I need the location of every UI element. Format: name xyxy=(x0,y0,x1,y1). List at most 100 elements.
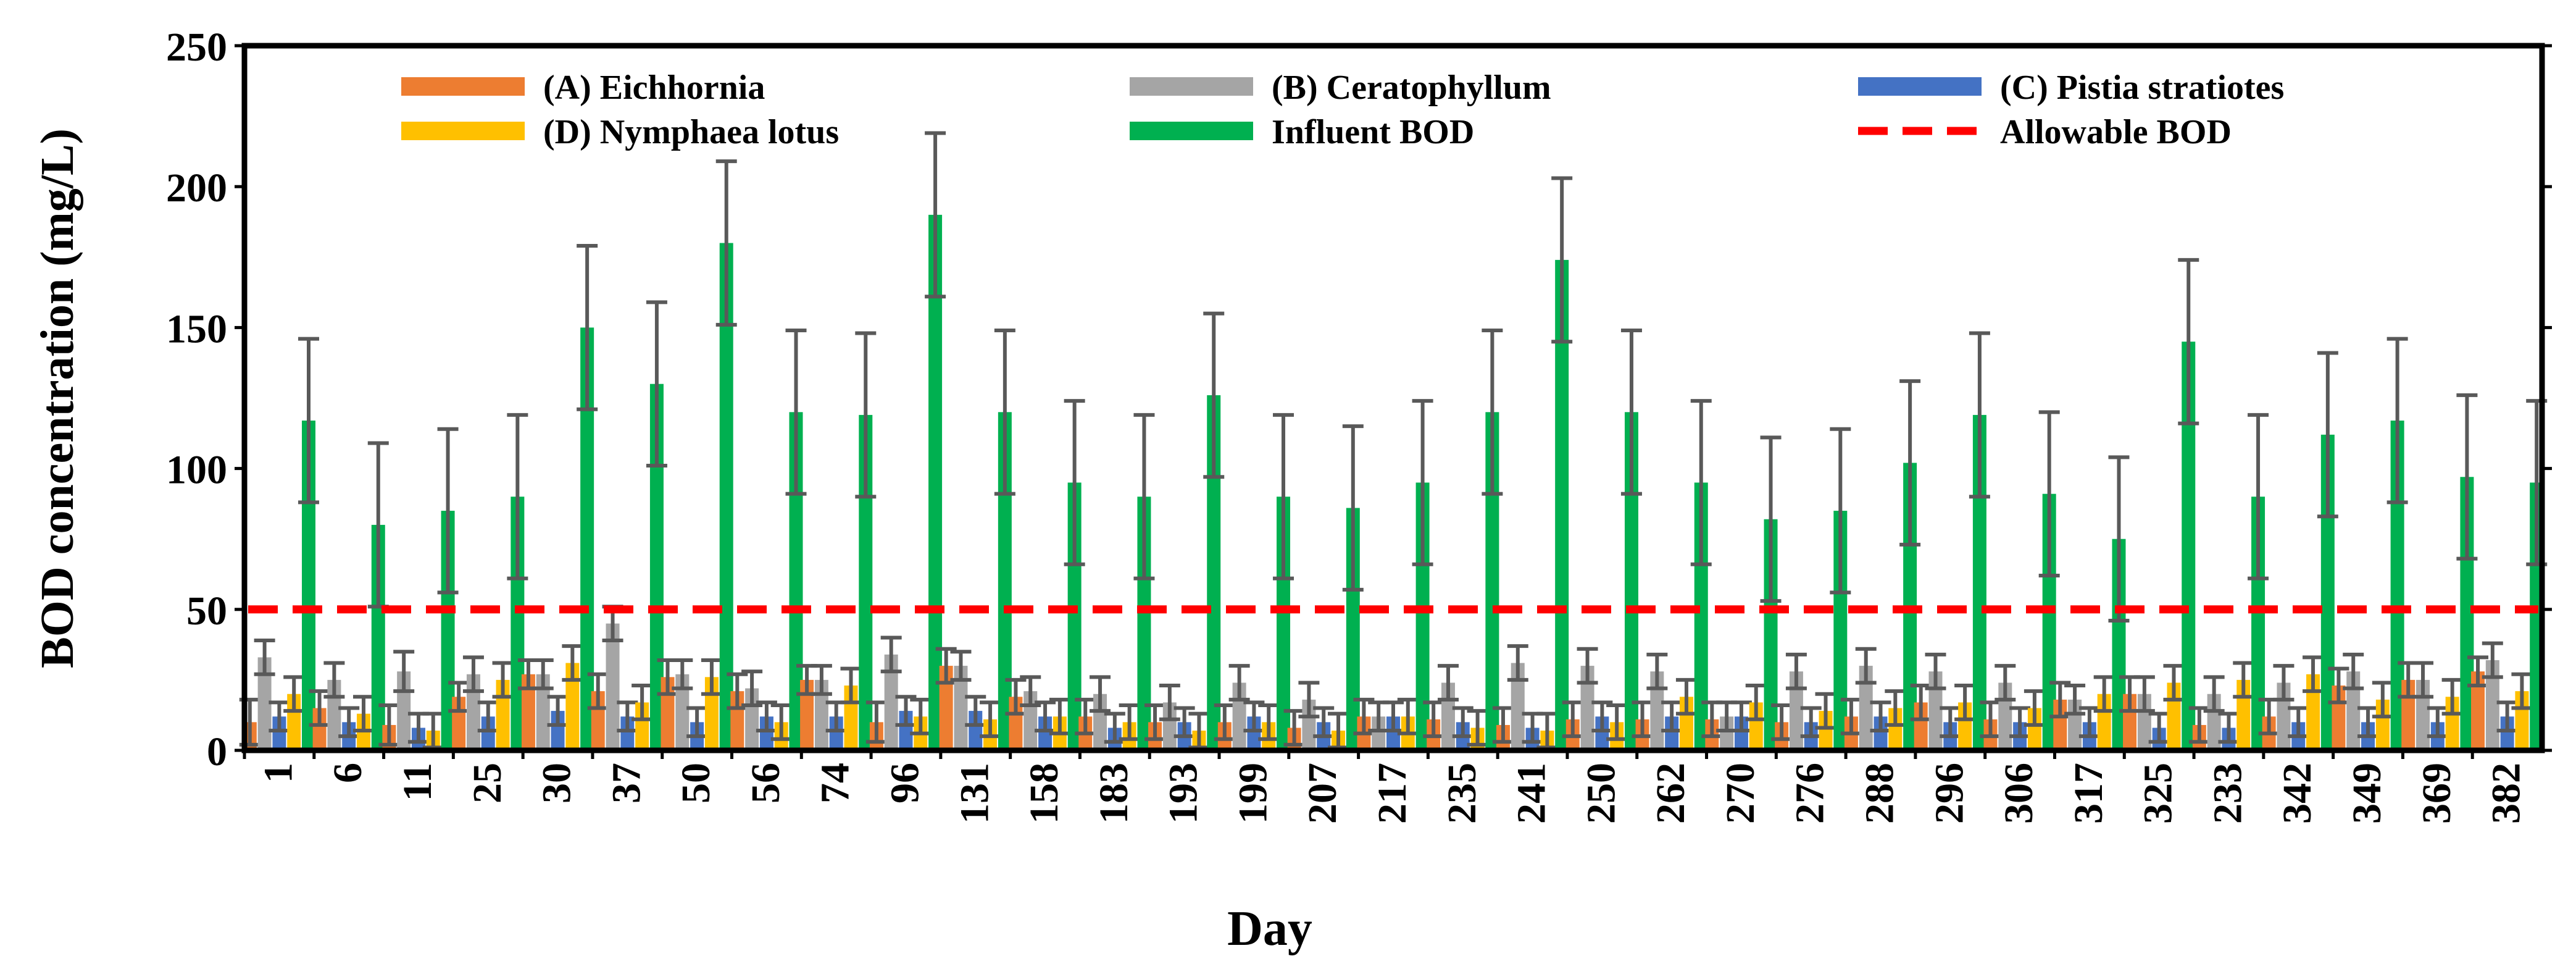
error-bar-3-day-306 xyxy=(2009,706,2031,739)
error-bar-5-day-342 xyxy=(2317,351,2338,519)
error-bar-3-day-183 xyxy=(1104,711,1125,744)
x-tick-label: 74 xyxy=(813,763,858,803)
x-tick-label: 250 xyxy=(1578,763,1624,824)
error-bar-4-day-270 xyxy=(1745,684,1767,721)
error-bar-5-day-369 xyxy=(2456,393,2478,561)
error-bar-4-day-349 xyxy=(2372,681,2393,719)
bar-4-day-296 xyxy=(1958,702,1972,750)
error-bar-3-day-250 xyxy=(1591,700,1613,733)
error-bar-5-day-325 xyxy=(2178,258,2199,426)
error-bar-4-day-183 xyxy=(1119,703,1140,741)
bar-4-day-317 xyxy=(2097,694,2111,750)
bar-3-day-131 xyxy=(969,711,983,750)
error-bar-5-day-276 xyxy=(1830,427,1851,595)
bar-1-day-317 xyxy=(2053,699,2067,750)
error-bar-4-day-250 xyxy=(1606,703,1628,741)
x-tick-label: 11 xyxy=(395,763,440,801)
bar-2-day-25 xyxy=(466,674,480,750)
bar-5-day-317 xyxy=(2112,539,2126,750)
error-bar-4-day-25 xyxy=(492,661,514,699)
y-tick-label: 150 xyxy=(166,306,227,351)
error-bar-5-day-11 xyxy=(437,427,459,595)
error-bar-1-day-6 xyxy=(309,689,330,727)
error-bar-5-day-207 xyxy=(1342,424,1364,592)
x-tick-label: 96 xyxy=(882,763,927,803)
x-tick-label: 241 xyxy=(1509,763,1554,824)
error-bar-2-day-235 xyxy=(1437,664,1459,702)
error-bar-5-day-349 xyxy=(2386,337,2408,505)
bar-5-day-199 xyxy=(1277,497,1291,750)
error-bar-2-day-306 xyxy=(1995,664,2016,702)
error-bar-5-day-183 xyxy=(1133,413,1155,581)
bar-5-day-11 xyxy=(441,511,455,750)
y-tick-label: 50 xyxy=(186,589,227,634)
bar-3-day-74 xyxy=(829,716,843,750)
bar-5-day-96 xyxy=(928,214,943,751)
error-bar-1-day-11 xyxy=(378,703,400,747)
bar-3-day-382 xyxy=(2500,716,2514,750)
x-tick-label: 1 xyxy=(256,763,301,783)
bar-1-day-325 xyxy=(2123,694,2137,750)
error-bar-4-day-276 xyxy=(1815,692,1836,730)
error-bar-3-day-233 xyxy=(2218,711,2240,744)
y-tick-label: 100 xyxy=(166,448,227,493)
legend-swatch-2 xyxy=(1130,77,1253,96)
error-bar-4-day-1 xyxy=(283,675,305,713)
x-tick-label: 382 xyxy=(2484,763,2529,824)
error-bar-3-day-158 xyxy=(1035,700,1056,733)
error-bar-1-day-276 xyxy=(1771,703,1793,741)
error-bar-5-day-270 xyxy=(1760,435,1782,603)
error-bar-5-day-296 xyxy=(1969,331,1990,499)
bar-5-day-50 xyxy=(719,243,733,751)
error-bar-1-day-193 xyxy=(1144,703,1166,741)
x-tick-label: 183 xyxy=(1091,763,1136,824)
bar-4-day-1 xyxy=(287,694,301,750)
error-bar-5-day-158 xyxy=(1064,399,1085,566)
error-bar-4-day-217 xyxy=(1397,697,1419,736)
bar-4-day-30 xyxy=(565,663,580,750)
legend-label-6: Allowable BOD xyxy=(2000,113,2232,151)
x-tick-label: 349 xyxy=(2345,763,2390,824)
error-bar-2-day-276 xyxy=(1785,652,1807,690)
error-bar-2-day-96 xyxy=(880,635,902,674)
bar-3-day-270 xyxy=(1734,716,1748,750)
bar-4-day-369 xyxy=(2445,697,2459,750)
error-bar-3-day-382 xyxy=(2496,700,2518,733)
error-bar-4-day-11 xyxy=(422,711,444,750)
error-bar-1-day-235 xyxy=(1423,700,1444,739)
bar-5-day-207 xyxy=(1346,508,1360,750)
x-tick-label: 37 xyxy=(604,763,649,803)
error-bar-5-day-217 xyxy=(1412,399,1433,566)
x-tick-label: 50 xyxy=(673,763,719,803)
error-bar-3-day-262 xyxy=(1661,700,1683,733)
error-bar-1-day-217 xyxy=(1353,697,1375,736)
error-bar-4-day-235 xyxy=(1467,709,1488,747)
x-tick-label: 30 xyxy=(535,763,580,803)
error-bar-3-day-288 xyxy=(1870,700,1891,733)
error-bar-5-day-30 xyxy=(577,244,598,411)
error-bar-5-day-241 xyxy=(1551,176,1573,344)
y-axis: 0 50 100 150 200 250 xyxy=(166,25,2552,774)
error-bar-4-day-296 xyxy=(1954,684,1976,721)
error-bar-4-day-199 xyxy=(1258,703,1280,741)
error-bar-3-day-296 xyxy=(1940,706,1961,739)
legend-label-5: Influent BOD xyxy=(1272,113,1474,151)
error-bar-2-day-262 xyxy=(1646,652,1668,690)
bar-2-day-276 xyxy=(1789,671,1803,750)
bar-1-day-158 xyxy=(1009,697,1023,750)
bar-2-day-233 xyxy=(2207,694,2221,750)
error-bar-3-day-37 xyxy=(617,700,638,733)
error-bar-4-day-288 xyxy=(1885,689,1906,727)
error-bar-3-day-25 xyxy=(477,700,499,733)
bar-5-day-262 xyxy=(1694,482,1708,750)
error-bar-2-day-241 xyxy=(1507,644,1528,682)
error-bar-3-day-276 xyxy=(1800,706,1822,739)
error-bar-5-day-235 xyxy=(1482,328,1503,496)
bar-2-day-241 xyxy=(1511,663,1525,750)
error-bar-2-day-296 xyxy=(1925,652,1946,690)
legend-swatch-1 xyxy=(401,77,525,96)
x-tick-label: 262 xyxy=(1648,763,1693,824)
bar-1-day-131 xyxy=(939,666,953,750)
error-bar-2-day-207 xyxy=(1298,681,1320,719)
